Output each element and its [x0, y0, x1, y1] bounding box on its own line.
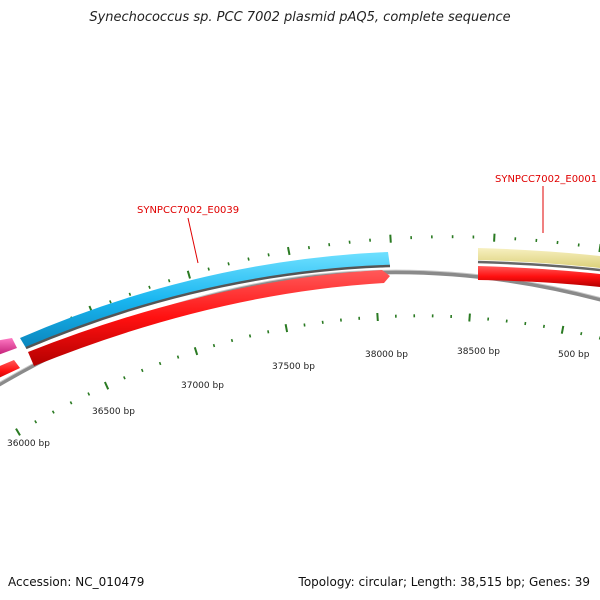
cds-arc-left	[0, 360, 20, 378]
summary-label: Topology: circular; Length: 38,515 bp; G…	[298, 575, 590, 589]
ticks-inner-tick	[15, 428, 21, 436]
tick-label-37000: 37000 bp	[181, 381, 224, 391]
accession-label: Accession: NC_010479	[8, 575, 145, 589]
inner-ticks	[15, 312, 600, 436]
cds-arc-right	[478, 266, 600, 287]
ticks-outer-tick	[128, 292, 132, 296]
ticks-inner-tick	[284, 324, 289, 333]
ticks-inner-tick	[158, 361, 162, 366]
gene-arc-e0039-shadow	[25, 264, 391, 350]
map-title: Synechococcus sp. PCC 7002 plasmid pAQ5,…	[89, 10, 511, 25]
ticks-outer-tick	[307, 245, 310, 250]
gene-arc-e0039	[20, 252, 390, 348]
ticks-outer-tick	[267, 253, 270, 257]
ticks-inner-tick	[123, 376, 126, 380]
ticks-inner-tick	[580, 332, 583, 336]
ticks-outer-tick	[227, 262, 230, 266]
ticks-outer-tick	[247, 257, 250, 261]
cds-arc-main	[28, 270, 390, 366]
gene-arc-e0001-shadow	[477, 260, 600, 272]
ticks-inner-tick	[560, 325, 565, 334]
ticks-inner-tick	[51, 410, 55, 414]
leader-e0039	[187, 217, 199, 264]
ticks-inner-tick	[193, 346, 199, 356]
ticks-outer-tick	[287, 246, 291, 256]
ticks-outer-tick	[389, 234, 392, 243]
ticks-inner-tick	[468, 313, 471, 322]
tick-label-37500: 37500 bp	[272, 362, 315, 372]
ticks-inner-tick	[69, 401, 73, 405]
gene-arc-magenta	[0, 338, 17, 355]
tick-label-36500: 36500 bp	[92, 407, 135, 417]
ticks-inner-tick	[34, 420, 38, 424]
ticks-outer-tick	[109, 300, 112, 304]
ticks-inner-tick	[176, 355, 180, 359]
ticks-outer-tick	[186, 270, 191, 279]
ticks-inner-tick	[267, 330, 270, 334]
ticks-inner-tick	[376, 312, 379, 322]
ticks-inner-tick	[87, 392, 91, 396]
gene-label-e0039[interactable]: SYNPCC7002_E0039	[137, 205, 239, 216]
tick-label-500: 500 bp	[558, 350, 590, 360]
ticks-inner-tick	[230, 338, 234, 343]
ticks-inner-tick	[103, 381, 110, 390]
gene-label-e0001[interactable]: SYNPCC7002_E0001	[495, 174, 597, 185]
ticks-inner-tick	[542, 324, 545, 329]
ticks-inner-tick	[140, 368, 144, 373]
ticks-outer-tick	[148, 285, 151, 289]
ticks-outer-tick	[167, 279, 171, 283]
gene-arc-e0001	[478, 248, 600, 268]
ticks-outer-tick	[207, 267, 210, 271]
ticks-inner-tick	[248, 334, 252, 338]
tick-label-36000: 36000 bp	[7, 439, 50, 449]
tick-label-38500: 38500 bp	[457, 347, 500, 357]
tick-label-38000: 38000 bp	[365, 350, 408, 360]
ticks-inner-tick	[212, 343, 216, 348]
